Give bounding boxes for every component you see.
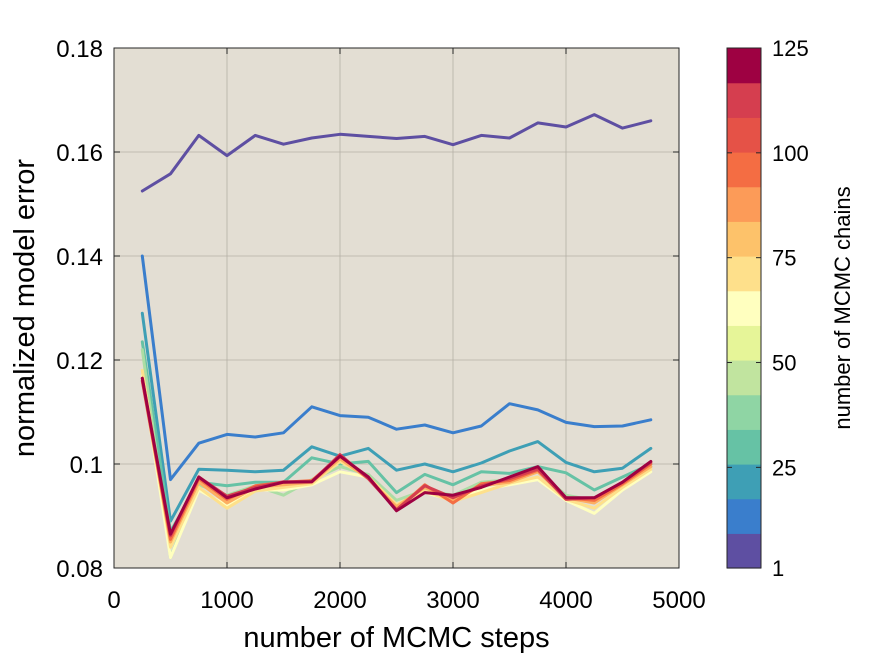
y-tick-label: 0.18 <box>56 36 103 63</box>
colorbar-tick-label: 1 <box>772 556 784 581</box>
colorbar-band <box>727 290 761 326</box>
y-tick-label: 0.16 <box>56 140 103 167</box>
series-line <box>140 376 653 536</box>
colorbar-bands <box>727 48 761 569</box>
colorbar-band <box>727 221 761 257</box>
colorbar-tick-label: 75 <box>772 246 796 271</box>
plot-background <box>114 48 679 568</box>
colorbar-frame <box>726 47 762 569</box>
x-tick-label: 4000 <box>539 587 592 614</box>
colorbar-band <box>727 82 761 118</box>
colorbar-band <box>727 186 761 222</box>
colorbar-band <box>727 464 761 500</box>
y-tick-label: 0.1 <box>70 452 103 479</box>
colorbar-band <box>727 325 761 361</box>
colorbar-band <box>727 360 761 396</box>
colorbar-tick-label: 25 <box>772 455 796 480</box>
x-tick-label: 2000 <box>313 587 366 614</box>
colorbar-tick-label: 100 <box>772 141 809 166</box>
x-tick-label: 0 <box>107 587 120 614</box>
x-tick-label: 3000 <box>426 587 479 614</box>
x-tick-label: 5000 <box>652 587 705 614</box>
colorbar-band <box>727 48 761 84</box>
series-lines <box>140 113 653 560</box>
colorbar-band <box>727 394 761 430</box>
series-line <box>140 311 653 523</box>
colorbar-band <box>727 498 761 534</box>
series-line <box>140 113 653 193</box>
x-axis-label: number of MCMC steps <box>243 622 549 654</box>
colorbar-tick-label: 125 <box>772 36 809 61</box>
y-tick-labels: 0.08 0.1 0.12 0.14 0.16 0.18 <box>56 36 103 583</box>
series-line <box>140 340 653 534</box>
colorbar-band <box>727 117 761 153</box>
grid-lines <box>114 48 679 568</box>
colorbar-tick-label: 50 <box>772 351 796 376</box>
plot-area <box>113 47 680 569</box>
colorbar-label: number of MCMC chains <box>830 186 855 429</box>
y-tick-label: 0.08 <box>56 556 103 583</box>
colorbar-band <box>727 429 761 465</box>
y-tick-label: 0.14 <box>56 244 103 271</box>
x-tick-labels: 0 1000 2000 3000 4000 5000 <box>107 587 705 614</box>
x-tick-label: 1000 <box>200 587 253 614</box>
axis-ticks <box>113 47 680 569</box>
y-tick-label: 0.12 <box>56 348 103 375</box>
plot-frame <box>113 47 680 569</box>
colorbar-band <box>727 256 761 292</box>
colorbar-band <box>727 152 761 188</box>
colorbar-band <box>727 533 761 569</box>
colorbar-ticks <box>727 47 761 569</box>
y-axis-label: normalized model error <box>9 159 41 458</box>
series-line <box>140 254 653 482</box>
